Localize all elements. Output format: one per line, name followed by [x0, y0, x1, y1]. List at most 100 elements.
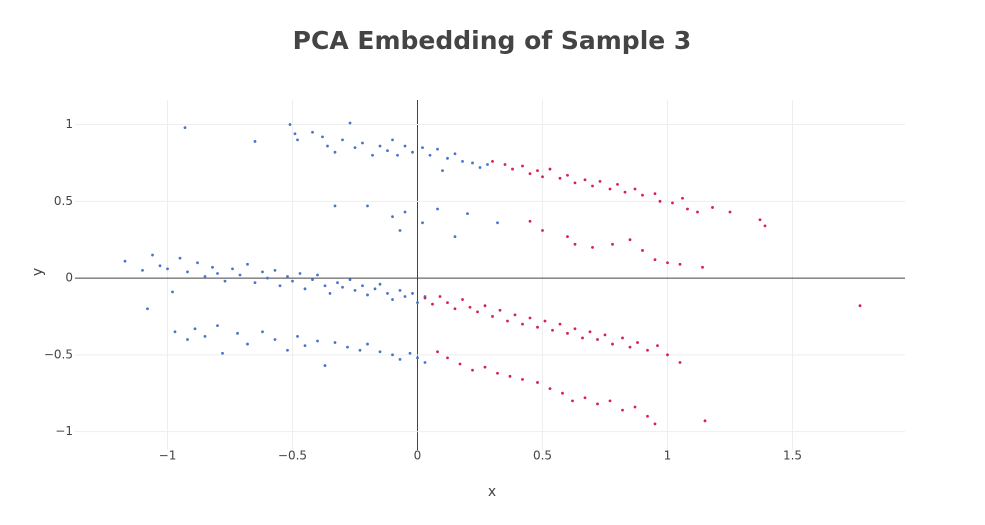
- point: [678, 262, 682, 266]
- point: [666, 353, 669, 357]
- point: [151, 253, 154, 257]
- point: [536, 325, 539, 329]
- point: [203, 335, 207, 338]
- point: [166, 267, 169, 271]
- point: [503, 163, 507, 166]
- point: [471, 161, 474, 165]
- point: [653, 258, 657, 262]
- point: [293, 132, 297, 136]
- point: [508, 374, 512, 378]
- point: [596, 402, 599, 406]
- point: [446, 156, 449, 160]
- point: [541, 175, 544, 179]
- point: [471, 368, 474, 372]
- point: [311, 130, 314, 134]
- point: [453, 307, 457, 311]
- point: [203, 275, 207, 278]
- point: [641, 249, 644, 252]
- point: [296, 138, 299, 142]
- point: [598, 179, 602, 183]
- point: [528, 316, 532, 320]
- point: [403, 295, 407, 298]
- point: [403, 210, 407, 214]
- point: [146, 307, 149, 311]
- point: [521, 322, 524, 326]
- point: [511, 167, 514, 171]
- point: [478, 166, 482, 169]
- point: [323, 364, 327, 367]
- point: [566, 331, 569, 335]
- point: [591, 184, 594, 188]
- point: [461, 298, 464, 301]
- point: [621, 408, 624, 412]
- point: [641, 193, 644, 197]
- point: [211, 265, 214, 269]
- point: [583, 396, 587, 400]
- point: [558, 176, 562, 180]
- point: [491, 160, 494, 163]
- y-tick-label: −1: [55, 424, 73, 438]
- point: [588, 330, 592, 334]
- point: [246, 262, 249, 266]
- point: [466, 212, 469, 215]
- point: [436, 147, 439, 151]
- x-tick-label: 1: [664, 449, 672, 463]
- point: [398, 358, 402, 361]
- point: [286, 275, 289, 278]
- point: [608, 187, 612, 191]
- point: [253, 140, 257, 143]
- point: [261, 330, 264, 334]
- point: [366, 204, 369, 208]
- point: [653, 192, 657, 196]
- point: [416, 301, 419, 305]
- point: [646, 348, 649, 352]
- point: [571, 399, 574, 403]
- point: [573, 327, 577, 331]
- point: [681, 196, 684, 200]
- point: [336, 281, 339, 285]
- y-axis-title: y: [30, 268, 46, 276]
- point: [231, 267, 234, 271]
- point: [671, 201, 674, 205]
- point: [476, 310, 479, 314]
- point: [411, 292, 414, 295]
- point: [528, 172, 532, 176]
- point: [353, 288, 357, 292]
- point: [378, 350, 382, 354]
- point: [758, 218, 762, 222]
- point: [333, 150, 337, 154]
- point: [431, 302, 434, 306]
- y-tick-label: 0: [65, 271, 73, 285]
- point: [566, 173, 569, 177]
- x-tick-label: 0: [414, 449, 422, 463]
- y-tick-label: 0.5: [54, 194, 73, 208]
- point: [333, 341, 337, 344]
- point: [278, 284, 282, 288]
- point: [273, 338, 277, 341]
- point: [438, 295, 442, 298]
- point: [221, 351, 224, 355]
- point: [253, 281, 257, 285]
- point: [561, 391, 564, 395]
- point: [611, 242, 614, 246]
- point: [348, 278, 352, 282]
- point: [358, 348, 362, 352]
- point: [346, 345, 349, 349]
- point: [581, 336, 584, 340]
- point: [653, 422, 657, 426]
- point: [441, 169, 444, 173]
- point: [628, 238, 632, 242]
- x-tick-label: 1.5: [783, 449, 802, 463]
- point: [633, 187, 637, 191]
- point: [711, 206, 714, 209]
- point: [566, 235, 569, 239]
- point: [316, 273, 319, 277]
- point: [298, 272, 302, 275]
- point: [858, 304, 862, 308]
- point: [378, 144, 382, 148]
- point: [551, 328, 554, 332]
- point: [596, 338, 599, 341]
- point: [421, 146, 424, 149]
- point: [158, 264, 162, 268]
- point: [628, 345, 632, 349]
